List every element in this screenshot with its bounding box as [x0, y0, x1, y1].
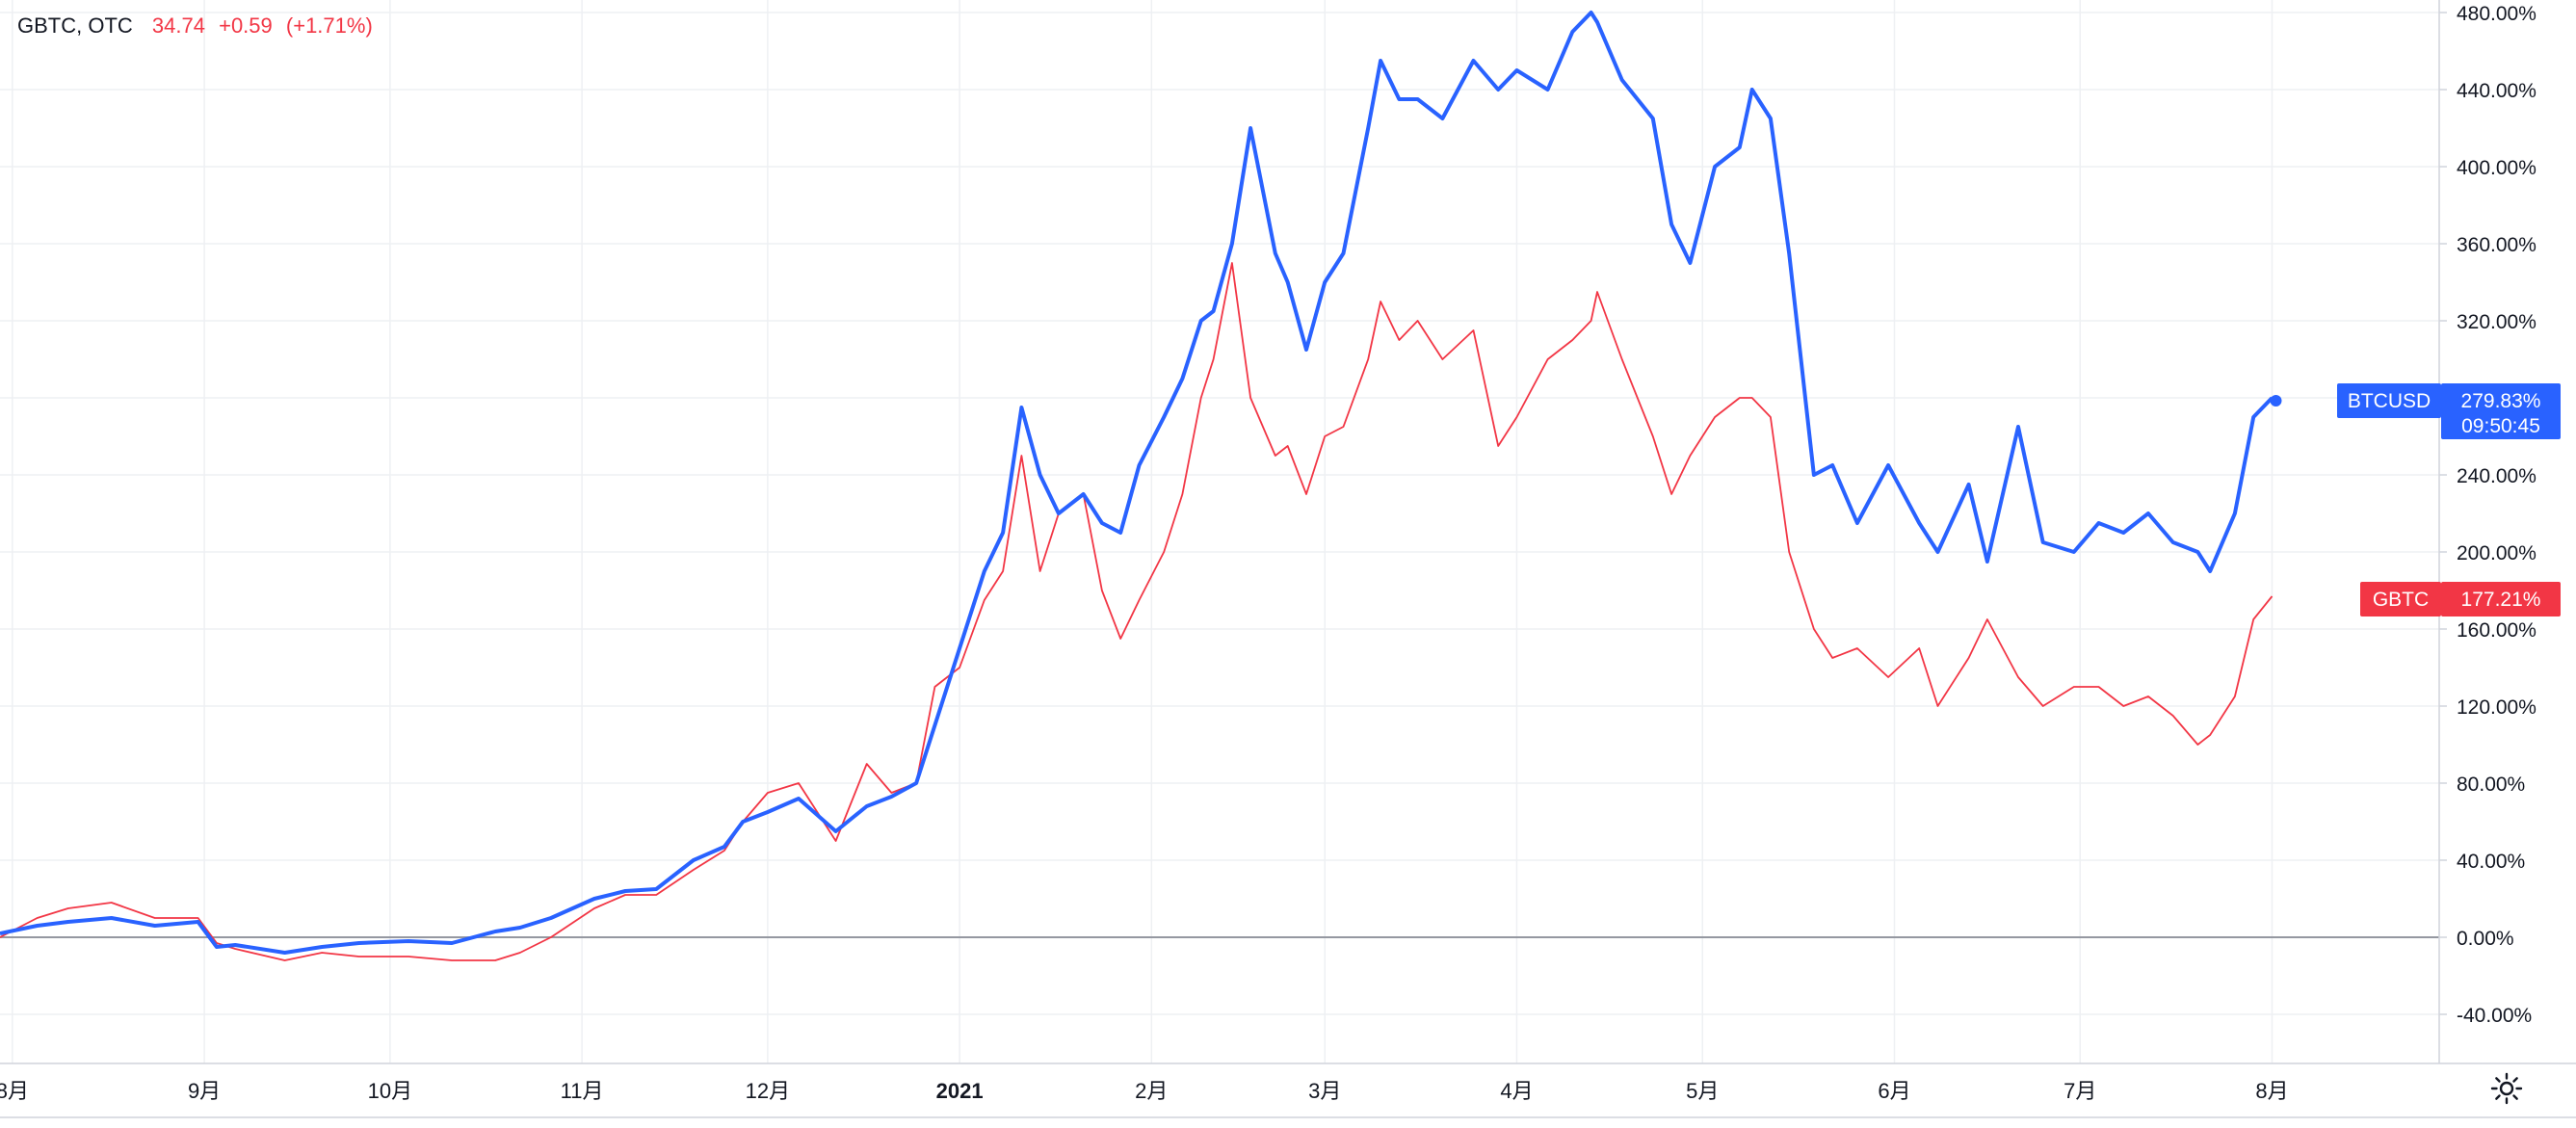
y-tick-label: 200.00%: [2457, 542, 2537, 564]
symbol-legend[interactable]: GBTC, OTC 34.74 +0.59 (+1.71%): [17, 13, 381, 39]
btcusd-name-tag: [2337, 383, 2441, 418]
symbol-name[interactable]: GBTC, OTC: [17, 13, 133, 38]
price-change: +0.59: [219, 13, 273, 38]
x-tick-label: 2月: [1135, 1079, 1168, 1103]
x-tick-label: 3月: [1308, 1079, 1341, 1103]
gbtc-tag-label: GBTC: [2373, 589, 2429, 611]
y-tick-label: -40.00%: [2457, 1005, 2532, 1027]
y-tick-label: 240.00%: [2457, 465, 2537, 487]
series-layer: [0, 11, 2282, 961]
btcusd-tag-label: BTCUSD: [2348, 390, 2431, 412]
x-tick-label: 4月: [1500, 1079, 1533, 1103]
x-tick-label: 8月: [2255, 1079, 2288, 1103]
gbtc-name-tag: [2360, 582, 2441, 616]
y-tick-label: 0.00%: [2457, 928, 2514, 950]
x-tick-label: 10月: [368, 1079, 412, 1103]
last-point-marker: [2270, 395, 2282, 407]
price-tags: BTCUSD 279.83% 09:50:45 GBTC 177.21%: [2337, 383, 2561, 616]
grid-layer: [0, 0, 2439, 1063]
series-line-btcusd[interactable]: [0, 11, 2274, 955]
x-tick-label: 12月: [746, 1079, 790, 1103]
btcusd-last-value: 279.83%: [2461, 390, 2541, 412]
y-tick-label: 360.00%: [2457, 234, 2537, 256]
x-tick-label: 2021: [936, 1079, 984, 1103]
y-tick-label: 80.00%: [2457, 774, 2525, 796]
y-tick-label: 40.00%: [2457, 851, 2525, 873]
btcusd-value-tag: [2441, 383, 2561, 439]
y-tick-label: 160.00%: [2457, 619, 2537, 642]
y-tick-label: 480.00%: [2457, 3, 2537, 25]
y-tick-label: 400.00%: [2457, 157, 2537, 179]
price-change-percent: (+1.71%): [285, 13, 373, 38]
quote-values: 34.74 +0.59 (+1.71%): [152, 13, 381, 38]
gbtc-last-value: 177.21%: [2461, 589, 2541, 611]
x-tick-label: 11月: [561, 1079, 604, 1103]
bar-countdown: 09:50:45: [2461, 415, 2540, 437]
y-tick-label: 440.00%: [2457, 80, 2537, 102]
gear-icon[interactable]: [2489, 1071, 2524, 1106]
x-tick-label: 5月: [1686, 1079, 1719, 1103]
x-tick-label: 6月: [1878, 1079, 1910, 1103]
x-tick-label: 7月: [2063, 1079, 2096, 1103]
series-line-gbtc[interactable]: [0, 262, 2274, 961]
x-tick-label: 9月: [188, 1079, 221, 1103]
x-tick-label: 8月: [0, 1079, 29, 1103]
y-tick-label: 120.00%: [2457, 696, 2537, 719]
last-price: 34.74: [151, 13, 205, 38]
y-tick-label: 320.00%: [2457, 311, 2537, 333]
gbtc-value-tag: [2441, 582, 2561, 616]
